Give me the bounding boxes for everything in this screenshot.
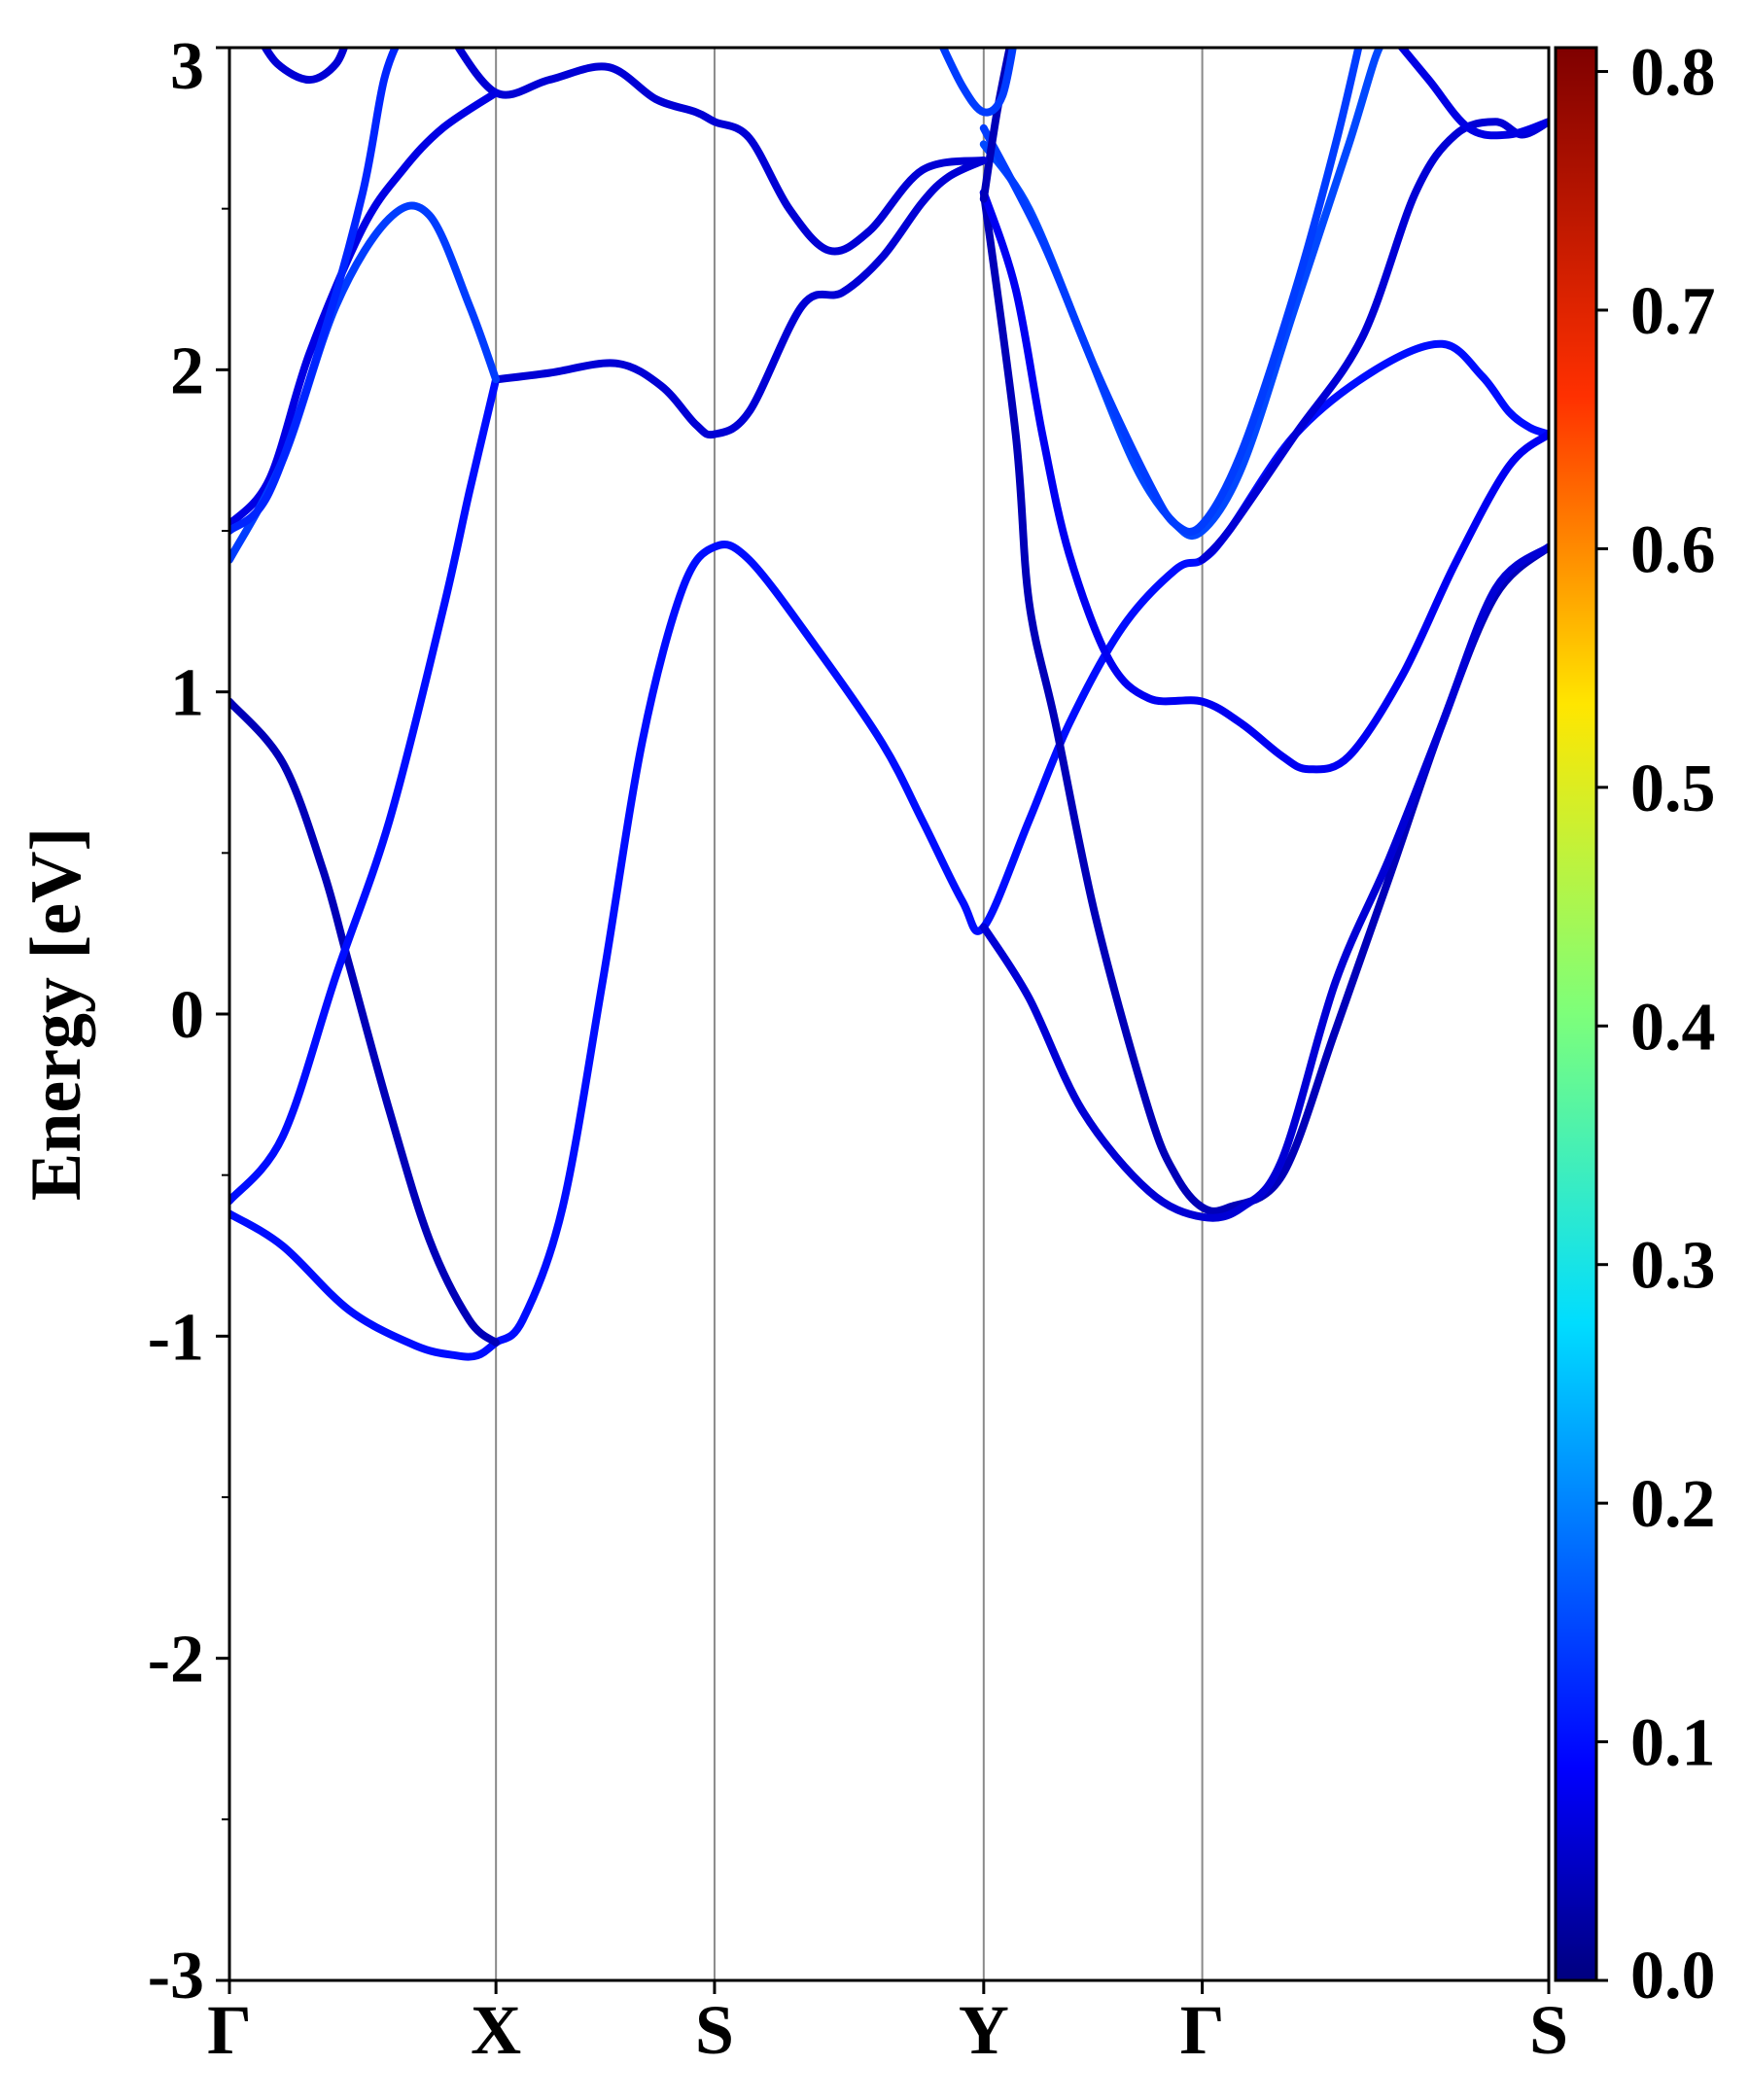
y-axis-ticks: 3 2 1 0 -1 -2 -3 <box>148 29 229 2013</box>
colorbar-tick-label: 0.4 <box>1630 990 1716 1065</box>
band-9 <box>1198 118 1549 564</box>
band-1 <box>229 697 501 1347</box>
band-16 <box>229 48 400 535</box>
x-tick-label: S <box>695 1991 734 2069</box>
plot-frame <box>228 46 1551 1982</box>
band-8 <box>979 48 1363 536</box>
band-13 <box>454 48 988 256</box>
y-tick-label: -1 <box>148 1300 204 1375</box>
band-2 <box>229 375 501 1206</box>
y-tick-label: -3 <box>148 1939 204 2013</box>
y-tick-label: 2 <box>170 333 204 408</box>
band-3 <box>492 157 988 439</box>
band-6 <box>979 189 1549 774</box>
band-lines <box>229 48 1549 1361</box>
band-14 <box>229 88 501 529</box>
y-tick-label: -2 <box>148 1623 204 1698</box>
colorbar-tick-label: 0.1 <box>1630 1706 1716 1781</box>
x-tick-label: Y <box>959 1991 1009 2069</box>
y-tick-label: 0 <box>170 978 204 1053</box>
colorbar-tick-label: 0.5 <box>1630 752 1716 826</box>
y-tick-label: 3 <box>170 29 204 104</box>
colorbar-tick-label: 0.6 <box>1630 512 1716 587</box>
colorbar-tick-label: 0.0 <box>1630 1939 1716 2013</box>
band-4 <box>979 189 1549 1215</box>
band-0 <box>229 339 1549 1361</box>
band-17 <box>261 48 349 85</box>
x-tick-label: S <box>1529 1991 1568 2069</box>
y-axis-title: Energy [eV] <box>17 827 96 1201</box>
colorbar-ticks: 0.0 0.1 0.2 0.3 0.4 0.5 0.6 0.7 0.8 <box>1596 36 1716 2013</box>
colorbar <box>1554 46 1598 1982</box>
colorbar-tick-label: 0.3 <box>1630 1229 1716 1304</box>
x-tick-label: Γ <box>1180 1991 1225 2069</box>
band-12 <box>938 48 1017 117</box>
colorbar-tick-label: 0.2 <box>1630 1467 1716 1542</box>
x-tick-label: X <box>471 1991 521 2069</box>
band-15 <box>229 201 501 564</box>
high-symmetry-lines <box>495 48 1204 1980</box>
colorbar-tick-label: 0.8 <box>1630 36 1716 111</box>
band-5 <box>979 542 1549 1222</box>
x-tick-label: Γ <box>207 1991 252 2069</box>
colorbar-tick-label: 0.7 <box>1630 274 1716 349</box>
y-tick-label: 1 <box>170 656 204 731</box>
band-10 <box>1397 48 1549 140</box>
